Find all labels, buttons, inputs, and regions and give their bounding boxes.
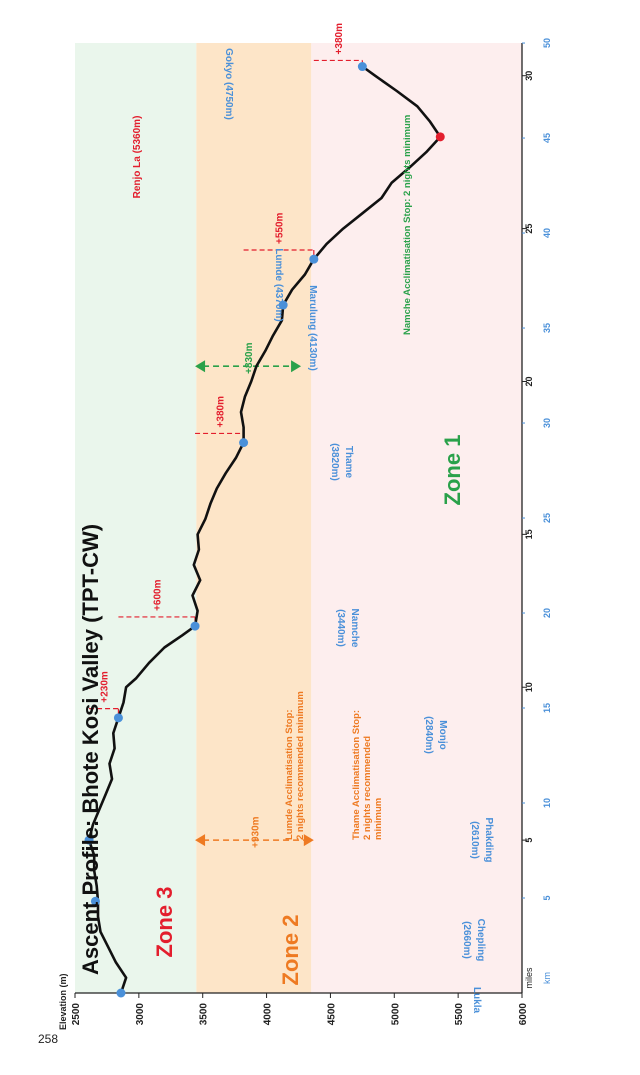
waypoint-renjo-la xyxy=(435,132,445,142)
km-tick-label: 35 xyxy=(542,323,552,333)
waypoint-label-thame: (3820m) xyxy=(329,443,340,481)
waypoint-label-gokyo: Gokyo (4750m) xyxy=(223,48,234,120)
annotation-lumde-line1: Lumde Acclimatisation Stop: xyxy=(284,709,295,840)
waypoint-chepling xyxy=(90,896,100,906)
mile-tick-label: 25 xyxy=(524,224,534,234)
km-tick-label: 10 xyxy=(542,798,552,808)
waypoint-monjo xyxy=(113,713,123,723)
waypoint-label-lukla: Lukla xyxy=(471,987,482,1014)
zone-gain-label-2: +830m xyxy=(244,342,255,374)
waypoint-marulung xyxy=(278,300,288,310)
chart-title: Ascent Profile: Bhote Kosi Valley (TPT-C… xyxy=(78,524,103,975)
elevation-tick-label: 6000 xyxy=(518,1003,529,1026)
annotation-namche-line1: Namche Acclimatisation Stop: 2 nights mi… xyxy=(402,115,413,335)
gain-label-2: +600m xyxy=(153,579,164,611)
gain-label-3: +380m xyxy=(215,396,226,428)
waypoint-label-thame: Thame xyxy=(343,446,354,479)
mile-tick-label: 20 xyxy=(524,376,534,386)
gain-label-5: +380m xyxy=(334,23,345,55)
waypoint-label-renjo-la: Renjo La (5360m) xyxy=(132,116,143,199)
zone-label-3: Zone 3 xyxy=(152,887,177,958)
km-tick-label: 15 xyxy=(542,703,552,713)
zone-gain-arrowhead xyxy=(195,360,206,373)
waypoint-label-namche: Namche xyxy=(349,609,360,648)
zones-layer xyxy=(75,43,522,993)
axes-layer: 2500 3000 3500 4000 4500 5000 5500 6000 Elevatio… xyxy=(58,38,552,1030)
waypoint-label-chepling: Chepling xyxy=(475,919,486,962)
km-tick-label: 5 xyxy=(542,895,552,900)
km-tick-label: 40 xyxy=(542,228,552,238)
annotation-thame-line1: Thame Acclimatisation Stop: xyxy=(351,710,362,840)
elevation-axis-title: Elevation (m) xyxy=(58,973,68,1030)
waypoint-lumde xyxy=(309,254,319,264)
waypoint-label-namche: (3440m) xyxy=(335,609,346,647)
miles-axis-label: miles xyxy=(524,967,534,989)
km-axis-label: km xyxy=(542,972,552,984)
elevation-tick-label: 5500 xyxy=(454,1003,465,1026)
mile-tick-label: 15 xyxy=(524,529,534,539)
gain-label-4: +550m xyxy=(275,212,286,244)
waypoint-label-chepling: (2660m) xyxy=(461,921,472,959)
waypoint-label-marulung: Marulung (4130m) xyxy=(307,285,318,371)
zone-band-1 xyxy=(75,43,197,993)
elevation-tick-label: 3500 xyxy=(199,1003,210,1026)
waypoint-label-monjo: (2840m) xyxy=(423,716,434,754)
gain-markers-layer xyxy=(89,59,363,847)
elevation-profile-line xyxy=(87,65,442,994)
waypoint-label-monjo: Monjo xyxy=(437,720,448,749)
elevation-tick-label: 2500 xyxy=(71,1003,82,1026)
zone-band-3 xyxy=(311,43,522,993)
waypoint-gokyo xyxy=(357,62,367,72)
page-number: 258 xyxy=(38,1032,59,1046)
zone-gain-arrowhead xyxy=(195,834,206,847)
annotation-thame-line2: 2 nights recommended xyxy=(362,736,373,840)
km-tick-label: 20 xyxy=(542,608,552,618)
elevation-tick-label: 5000 xyxy=(390,1003,401,1026)
profile-layer xyxy=(87,65,442,994)
waypoint-namche xyxy=(190,621,200,631)
waypoint-thame xyxy=(239,438,249,448)
zone-label-1: Zone 1 xyxy=(440,435,465,506)
zone-gain-arrowhead xyxy=(303,834,314,847)
elevation-tick-label: 4000 xyxy=(263,1003,274,1026)
waypoint-lukla xyxy=(116,988,126,998)
labels-layer: Zone 1 Zone 2 Zone 3 Ascent Profile: Bhote … xyxy=(78,23,494,1014)
km-tick-label: 30 xyxy=(542,418,552,428)
km-tick-label: 45 xyxy=(542,133,552,143)
elevation-tick-label: 4500 xyxy=(326,1003,337,1026)
gain-label-1: +230m xyxy=(100,671,111,703)
zone-gain-arrowhead xyxy=(291,360,302,373)
waypoint-label-lumde: Lumde (4370m) xyxy=(273,248,284,321)
waypoints-layer xyxy=(84,62,445,998)
mile-tick-label: 5 xyxy=(524,838,534,843)
elevation-tick-label: 3000 xyxy=(135,1003,146,1026)
mile-tick-label: 10 xyxy=(524,682,534,692)
zone-gain-label-1: +930m xyxy=(250,816,261,848)
zone-label-2: Zone 2 xyxy=(278,915,303,986)
waypoint-phakding xyxy=(84,835,94,845)
annotation-thame-line3: minimum xyxy=(373,798,384,840)
waypoint-label-phakding: (2610m) xyxy=(469,821,480,859)
waypoint-label-phakding: Phakding xyxy=(483,817,494,862)
km-tick-label: 25 xyxy=(542,513,552,523)
km-tick-label: 50 xyxy=(542,38,552,48)
annotation-lumde-line2: 2 nights recommended minimum xyxy=(295,691,306,840)
zone-band-2 xyxy=(196,43,312,993)
mile-tick-label: 30 xyxy=(524,71,534,81)
